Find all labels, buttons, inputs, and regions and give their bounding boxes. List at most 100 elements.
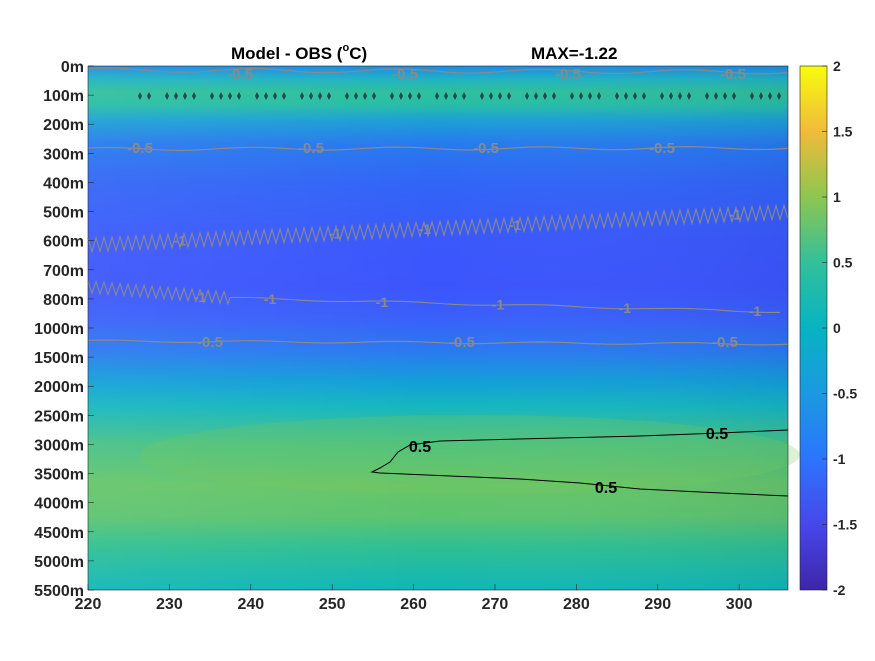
surface-speckle [174,92,178,100]
surface-speckle [597,92,601,100]
contour-label: -0.5 [449,334,475,351]
contour-layer: -0.5 -0.5 -0.5 -0.5 -0.5 -0.5 -0.5 -0.5 -1 -1 -1 -1… [87,66,789,497]
contour-line [87,145,789,152]
surface-speckle [462,92,466,100]
contour-label: -1 [729,206,742,222]
contour-label: -1 [194,289,207,305]
colorbar-tick-label: 0 [833,320,841,336]
surface-speckle [300,92,304,100]
surface-speckle [354,92,358,100]
surface-speckle [282,92,286,100]
degree-symbol: o [342,42,349,54]
contour-label: -1 [419,221,432,237]
colorbar-tick-label: -2 [833,582,846,598]
x-tick-label: 220 [75,596,102,613]
contour-label: -0.5 [298,140,324,157]
surface-speckle [633,92,637,100]
y-tick-label: 300m [43,146,84,163]
surface-speckle [732,92,736,100]
surface-speckle [372,92,376,100]
colorbar: 2 1.5 1 0.5 0 -0.5 -1 -1.5 -2 [799,58,857,598]
contour-label-deep: 0.5 [409,439,431,456]
colorbar-tick-label: -1.5 [833,517,857,533]
y-tick-label: 3000m [34,437,84,454]
surface-speckle [147,92,151,100]
contour-label: -0.5 [227,66,253,83]
surface-speckle [273,92,277,100]
surface-speckle [498,92,502,100]
y-tick-label: 700m [43,263,84,280]
x-tick-label: 260 [400,596,427,613]
surface-speckle [318,92,322,100]
y-tick-label: 100m [43,88,84,105]
surface-speckle [768,92,772,100]
x-tick-label: 250 [319,596,346,613]
surface-speckle [480,92,484,100]
surface-speckle [777,92,781,100]
colorbar-tick-label: 1 [833,189,841,205]
contour-label: -0.5 [197,334,223,351]
colorbar-tick-label: 1.5 [833,124,853,140]
surface-speckle [345,92,349,100]
y-tick-label: 1500m [34,350,84,367]
chart-title-left: Model - OBS (oC) [231,42,367,63]
heatmap-tint [88,66,788,590]
surface-speckle [390,92,394,100]
x-tick-label: 240 [237,596,264,613]
surface-speckle [228,92,232,100]
surface-speckle [165,92,169,100]
y-tick-label: 500m [43,205,84,222]
contour-label: -1 [509,217,522,233]
surface-speckle [660,92,664,100]
y-tick-label: 200m [43,117,84,134]
contour-label: -0.5 [473,140,499,157]
colorbar-tick-label: -0.5 [833,386,857,402]
contour-label: -1 [329,225,342,241]
y-tick-label: 400m [43,175,84,192]
surface-speckle [525,92,529,100]
x-axis-ticks: 220 230 240 250 260 270 280 290 300 [75,584,753,613]
surface-speckle [723,92,727,100]
surface-speckle [615,92,619,100]
surface-speckle [669,92,673,100]
surface-speckle [192,92,196,100]
surface-speckle [255,92,259,100]
y-tick-label: 5500m [34,583,84,600]
contour-label: -0.5 [127,140,153,157]
colorbar-tick-label: 2 [833,58,841,74]
y-tick-label: 800m [43,292,84,309]
x-tick-label: 300 [726,596,753,613]
surface-speckle [705,92,709,100]
x-tick-label: 290 [644,596,671,613]
contour-label: -0.5 [555,66,581,83]
contour-line [87,67,789,75]
surface-speckle [588,92,592,100]
surface-speckle [534,92,538,100]
y-tick-label: 5000m [34,554,84,571]
contour-label: -0.5 [649,140,675,157]
surface-speckle [138,92,142,100]
contour-label: -1 [174,233,187,249]
surface-speckle [219,92,223,100]
contour-label: -1 [492,297,505,313]
x-tick-label: 230 [156,596,183,613]
surface-speckle [642,92,646,100]
surface-speckle [570,92,574,100]
y-tick-label: 4000m [34,496,84,513]
y-axis-ticks: 0m 100m 200m 300m 400m 500m 600m 700m 800m 1000m 1… [34,59,94,600]
surface-speckle [687,92,691,100]
plot-area: -0.5 -0.5 -0.5 -0.5 -0.5 -0.5 -0.5 -0.5 -1 -1 -1 -1… [87,65,800,591]
y-tick-label: 1000m [34,321,84,338]
contour-line [370,429,789,497]
contour-line [87,339,789,346]
surface-speckle [237,92,241,100]
surface-speckle [210,92,214,100]
surface-speckle [453,92,457,100]
colorbar-tick-label: 0.5 [833,255,853,271]
surface-speckle [543,92,547,100]
surface-speckle [552,92,556,100]
surface-speckle [579,92,583,100]
contour-label: -0.5 [392,66,418,83]
